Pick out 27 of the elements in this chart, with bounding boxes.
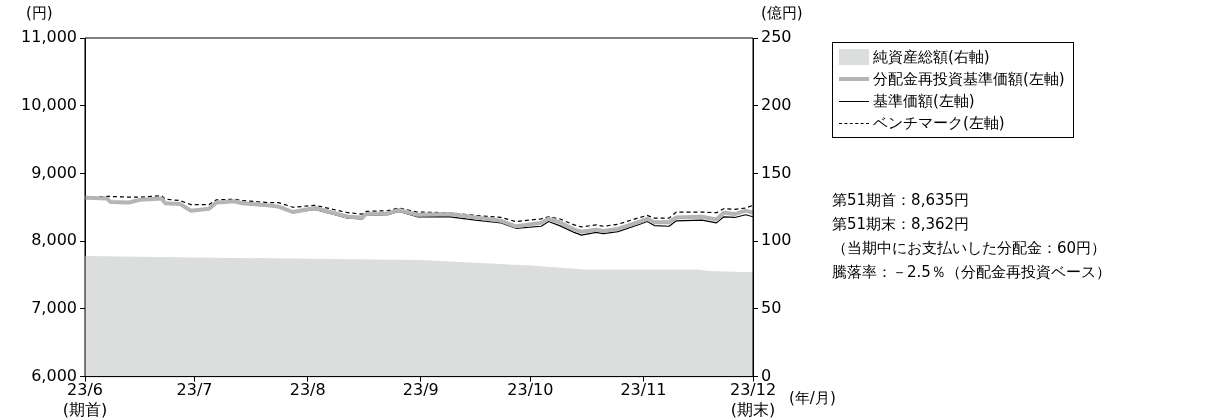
y-tick-label: 10,000	[21, 94, 77, 114]
y2-tick-label: 150	[761, 162, 792, 182]
legend-label: 分配金再投資基準価額(左軸)	[873, 69, 1065, 90]
text: （当期中にお支払いした分配金：60円）	[832, 238, 1108, 259]
x-tick-label: 23/8	[289, 380, 326, 400]
y2-tick-label: 200	[761, 94, 792, 114]
y-axis-title: (円)	[26, 4, 53, 22]
legend-label: ベンチマーク(左軸)	[873, 113, 1005, 134]
y2-axis-title: (億円)	[761, 4, 803, 22]
x-tick-label: 23/7	[176, 380, 213, 400]
y-tick-label: 7,000	[31, 298, 77, 318]
text: 第51期末：8,362円	[832, 214, 971, 235]
text: 騰落率：－2.5％（分配金再投資ベース）	[832, 262, 1111, 283]
x-tick-label: 23/12 (期末)	[729, 380, 777, 419]
x-tick-label: 23/11	[620, 380, 667, 400]
y2-tick-label: 100	[761, 230, 792, 250]
x-tick-label: 23/10	[507, 380, 554, 400]
y-tick-label: 9,000	[31, 162, 77, 182]
legend-label: 純資産総額(右軸)	[873, 47, 990, 68]
x-axis-title: (年/月)	[789, 388, 836, 407]
y-tick-label: 11,000	[21, 27, 77, 47]
y2-tick-label: 50	[761, 298, 782, 318]
y-tick-label: 8,000	[31, 230, 77, 250]
y2-tick-label: 250	[761, 27, 792, 47]
text: 第51期首：8,635円	[832, 190, 971, 211]
x-tick-label: 23/9	[402, 380, 439, 400]
legend-label: 基準価額(左軸)	[873, 91, 975, 112]
